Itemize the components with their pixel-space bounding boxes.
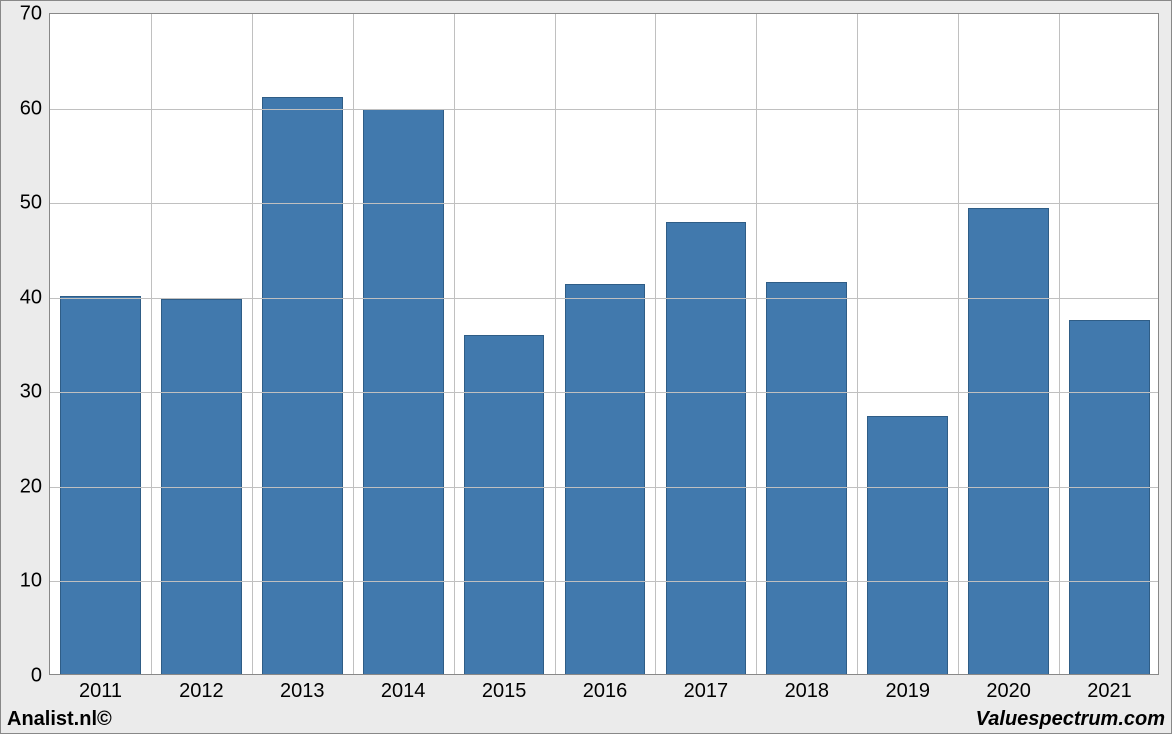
y-axis-tick-label: 40 — [20, 286, 50, 309]
footer-credit-right: Valuespectrum.com — [976, 708, 1165, 731]
x-axis-tick-label: 2017 — [684, 674, 729, 703]
bar-2019 — [867, 416, 948, 674]
x-axis-tick-label: 2014 — [381, 674, 426, 703]
y-axis-tick-label: 70 — [20, 3, 50, 26]
y-axis-tick-label: 60 — [20, 97, 50, 120]
footer-credit-left: Analist.nl© — [7, 708, 112, 731]
bar-2017 — [666, 222, 747, 674]
x-axis-tick-label: 2012 — [179, 674, 224, 703]
x-axis-tick-label: 2011 — [79, 674, 122, 703]
y-axis-tick-label: 30 — [20, 381, 50, 404]
y-axis-tick-label: 20 — [20, 475, 50, 498]
gridline-horizontal — [50, 109, 1158, 110]
bar-2013 — [262, 97, 343, 674]
y-axis-tick-label: 50 — [20, 192, 50, 215]
x-axis-tick-label: 2019 — [885, 674, 930, 703]
x-axis-tick-label: 2020 — [986, 674, 1031, 703]
x-axis-tick-label: 2015 — [482, 674, 527, 703]
x-axis-tick-label: 2018 — [785, 674, 830, 703]
bar-2015 — [464, 335, 545, 674]
gridline-horizontal — [50, 392, 1158, 393]
x-axis-tick-label: 2021 — [1087, 674, 1132, 703]
gridline-horizontal — [50, 203, 1158, 204]
gridline-horizontal — [50, 298, 1158, 299]
bars-layer — [50, 14, 1158, 674]
y-axis-tick-label: 0 — [31, 665, 50, 688]
bar-2011 — [60, 296, 141, 674]
bar-2016 — [565, 284, 646, 674]
gridline-horizontal — [50, 487, 1158, 488]
bar-2020 — [968, 208, 1049, 674]
plot-area: 0102030405060702011201220132014201520162… — [49, 13, 1159, 675]
bar-2021 — [1069, 320, 1150, 674]
gridline-horizontal — [50, 581, 1158, 582]
y-axis-tick-label: 10 — [20, 570, 50, 593]
x-axis-tick-label: 2016 — [583, 674, 628, 703]
chart-container: 0 10 20 30 40 50 60 70 2011 2012 2013 2014 2015 2016 2… — [0, 0, 1172, 734]
bar-2018 — [766, 282, 847, 674]
x-axis-tick-label: 2013 — [280, 674, 325, 703]
